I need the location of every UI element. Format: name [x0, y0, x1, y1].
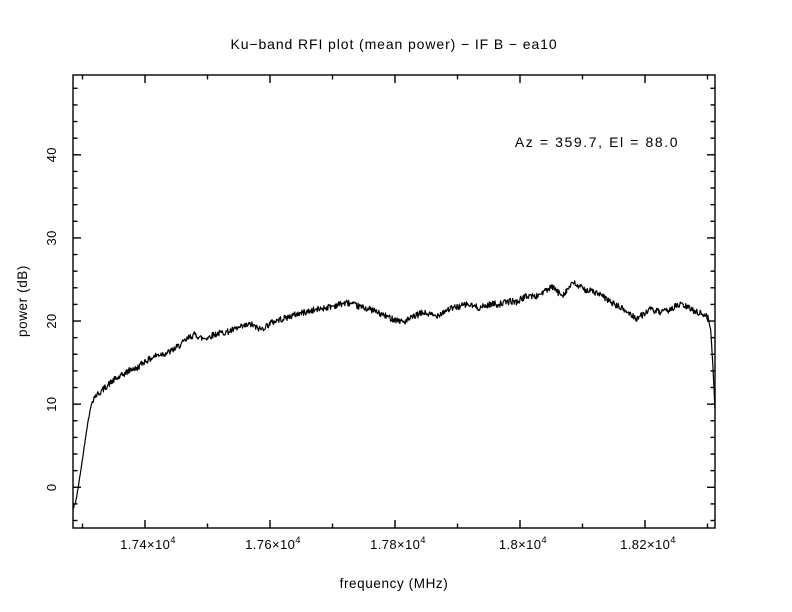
x-tick-label: 1.78×104: [370, 535, 426, 552]
y-tick-label: 10: [44, 397, 59, 412]
x-tick-label: 1.76×104: [245, 535, 301, 552]
axis-ticks: [73, 75, 715, 528]
y-tick-label: 30: [44, 230, 59, 245]
y-tick-label: 0: [44, 483, 59, 491]
az-el-annotation: Az = 359.7, El = 88.0: [515, 134, 679, 150]
x-tick-label: 1.74×104: [120, 535, 176, 552]
x-tick-label: 1.82×104: [620, 535, 676, 552]
y-tick-label: 40: [44, 147, 59, 162]
data-trace-layer: [72, 280, 716, 509]
x-axis-label: frequency (MHz): [340, 576, 449, 591]
y-axis-label: power (dB): [15, 265, 30, 337]
x-tick-label: 1.8×104: [499, 535, 547, 552]
y-tick-label: 20: [44, 313, 59, 328]
chart-title: Ku−band RFI plot (mean power) − IF B − e…: [230, 36, 557, 52]
plot-frame: [72, 74, 716, 529]
axis-tick-labels: 1.74×104 1.76×104 1.78×104 1.8×104 1.82×104 0…: [44, 147, 676, 552]
power-spectrum-trace: [72, 280, 716, 509]
